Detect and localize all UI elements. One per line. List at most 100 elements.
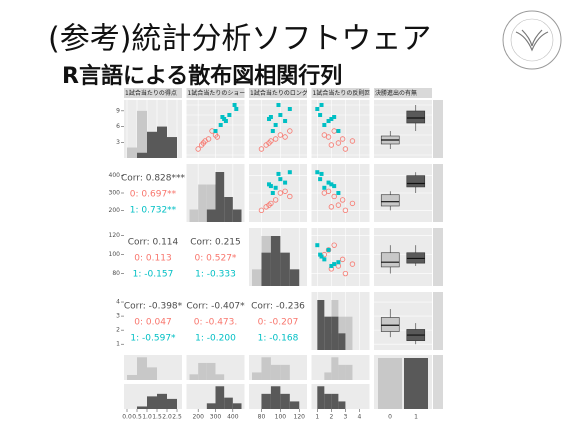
y-tick-label: 80: [112, 270, 120, 277]
histogram-bar: [206, 362, 216, 380]
histogram-bar: [331, 393, 339, 409]
histogram-bar: [317, 386, 325, 409]
scatter-point: [232, 103, 237, 107]
x-tick-label: 80: [258, 414, 266, 421]
x-tick-label: 2: [329, 414, 333, 421]
panel: [374, 100, 432, 158]
histogram-bar: [215, 172, 225, 222]
histogram-bar: [215, 386, 225, 409]
histogram-bar: [324, 393, 332, 409]
x-tick-label: 0.0: [122, 414, 132, 421]
histogram-bar: [147, 131, 157, 158]
y-tick-label: 200: [109, 207, 121, 214]
scatter-point: [315, 243, 320, 248]
strip: [433, 355, 443, 409]
scatter-point: [318, 177, 323, 182]
scatter-point: [273, 123, 278, 127]
x-tick-label: 120: [294, 414, 306, 421]
y-tick-label: 3: [116, 313, 120, 320]
x-tick-label: 300: [210, 414, 222, 421]
histogram-bar: [215, 374, 225, 380]
scatter-point: [336, 129, 341, 133]
histogram-bar: [137, 406, 147, 409]
scatter-point: [339, 136, 346, 142]
correlation-label: 0: 0.113: [134, 254, 171, 264]
strip-label: 1試合当たりのショートパス: [188, 89, 264, 97]
strip: [311, 88, 370, 98]
scatter-point: [213, 129, 218, 133]
scatter-point: [266, 140, 272, 146]
scatter-point: [322, 185, 327, 190]
correlation-label: 1: -0.157: [133, 270, 174, 280]
scatter-point: [278, 113, 283, 117]
correlation-label: Corr: -0.398*: [124, 302, 183, 312]
histogram-bar: [331, 357, 339, 380]
scatter-point: [270, 129, 275, 133]
strip: [249, 88, 307, 98]
scatter-point: [321, 132, 328, 138]
scatter-point: [328, 204, 335, 210]
scatter-point: [332, 184, 337, 189]
histogram-bar: [345, 316, 353, 350]
histogram-bar: [232, 209, 242, 222]
histogram-bar: [198, 184, 207, 222]
scatter-point: [287, 193, 293, 200]
histogram-bar: [261, 393, 271, 409]
scatter-point: [315, 107, 320, 111]
panel: [186, 292, 245, 350]
x-tick-label: 2.0: [162, 414, 172, 421]
x-tick-label: 1: [315, 414, 319, 421]
scatter-point: [282, 188, 288, 194]
scatter-point: [276, 171, 281, 176]
y-tick-label: 9: [116, 107, 120, 114]
strip: [124, 88, 182, 98]
scatter-point: [273, 185, 278, 190]
histogram-bar: [289, 401, 300, 409]
scatter-point: [325, 247, 332, 253]
scatter-point: [339, 256, 346, 263]
slide-subtitle: R言語による散布図相関行列: [62, 63, 342, 89]
scatter-point: [331, 193, 337, 200]
x-tick-label: 2.5: [172, 414, 182, 421]
histogram-bar: [167, 137, 177, 158]
scatter-point: [319, 103, 324, 107]
strip-label: 1試合当たりのロングパス: [250, 89, 320, 97]
strip: [433, 292, 443, 350]
histogram-bar: [147, 367, 157, 380]
histogram-bar: [338, 364, 346, 380]
strip: [374, 88, 432, 98]
histogram-bar: [167, 398, 177, 409]
panel: [249, 292, 307, 350]
scatter-point: [319, 171, 324, 176]
scatter-point: [277, 190, 284, 196]
strip: [433, 228, 443, 286]
histogram-bar: [261, 252, 271, 286]
histogram-bar: [280, 364, 290, 380]
y-tick-label: 120: [109, 232, 121, 239]
correlation-label: Corr: 0.828***: [121, 174, 186, 184]
histogram-bar: [317, 300, 325, 350]
histogram-bar: [324, 372, 332, 380]
histogram-bar: [189, 374, 199, 380]
panel: [124, 164, 182, 222]
scatter-point: [335, 140, 342, 146]
y-tick-label: 4: [116, 299, 120, 306]
histogram-bar: [157, 126, 167, 158]
scatter-point: [214, 134, 220, 140]
y-tick-label: 100: [109, 251, 121, 258]
histogram-bar: [252, 372, 262, 380]
scatter-point: [218, 123, 223, 127]
histogram-bar: [189, 209, 199, 222]
scatter-point: [326, 247, 331, 252]
correlation-label: 1: -0.200: [195, 334, 236, 344]
scatter-point: [342, 270, 349, 277]
scatter-point: [329, 117, 334, 121]
histogram-bar: [127, 374, 137, 380]
slide-title: (参考)統計分析ソフトウェア: [48, 22, 431, 57]
box: [380, 252, 400, 268]
scatter-point: [336, 191, 341, 195]
histogram-bar: [206, 184, 216, 222]
correlation-label: 0: 0.527*: [195, 254, 237, 264]
correlation-label: Corr: 0.114: [128, 238, 179, 248]
box: [380, 317, 400, 332]
